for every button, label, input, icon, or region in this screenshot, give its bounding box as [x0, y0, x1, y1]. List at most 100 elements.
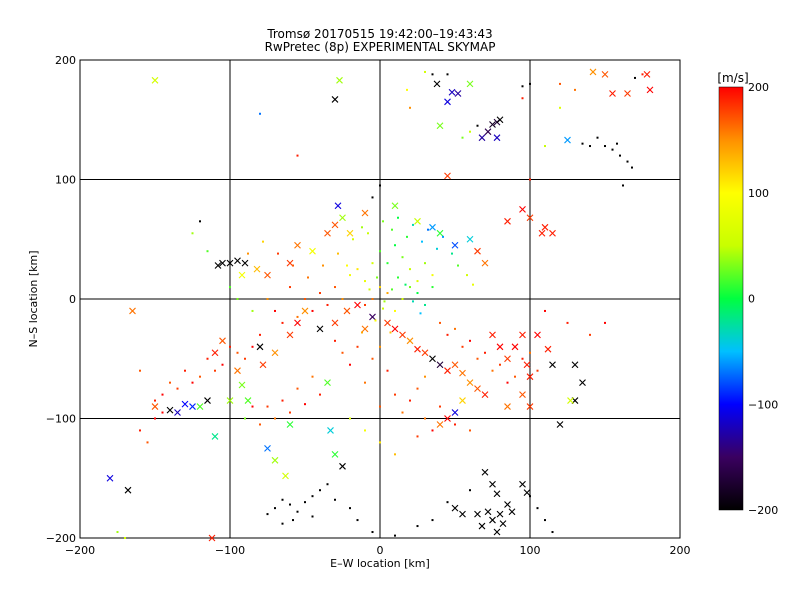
point-dot — [371, 357, 374, 360]
point-dot — [361, 331, 363, 334]
point-dot — [476, 124, 479, 127]
point-cross — [436, 361, 444, 369]
point-dot — [311, 515, 314, 518]
point-dot — [466, 274, 468, 277]
point-dot — [409, 399, 411, 402]
point-dot — [341, 298, 344, 300]
point-cross — [444, 415, 451, 422]
point-dot — [244, 417, 246, 420]
point-dot — [311, 495, 314, 498]
point-cross — [478, 522, 486, 530]
point-dot — [401, 298, 404, 300]
point-dot — [424, 262, 426, 265]
point-dot — [334, 498, 336, 501]
point-dot — [259, 333, 261, 336]
point-cross — [238, 381, 246, 389]
point-cross — [466, 235, 474, 243]
point-dot — [529, 351, 531, 354]
point-cross — [496, 116, 504, 124]
point-cross — [331, 221, 339, 229]
plot-area — [79, 59, 681, 542]
colorbar-gradient — [718, 86, 744, 511]
point-dot — [397, 216, 399, 219]
point-cross — [496, 510, 504, 518]
point-dot — [457, 264, 459, 267]
point-dot — [289, 286, 291, 289]
point-dot — [307, 276, 309, 279]
point-dot — [634, 76, 636, 79]
point-cross — [204, 397, 211, 404]
point-cross — [406, 337, 414, 345]
point-dot — [262, 240, 264, 243]
point-dot — [334, 339, 336, 342]
point-cross — [181, 400, 189, 408]
point-dot — [559, 106, 561, 109]
point-dot — [544, 145, 546, 148]
point-dot — [334, 286, 336, 289]
point-dot — [631, 166, 633, 169]
point-dot — [292, 264, 294, 267]
point-cross — [444, 172, 451, 180]
point-dot — [641, 73, 644, 76]
point-dot — [391, 288, 393, 291]
point-dot — [401, 411, 404, 414]
point-dot — [281, 498, 284, 501]
point-dot — [199, 375, 201, 378]
point-cross — [436, 421, 444, 428]
point-dot — [311, 375, 314, 378]
colorbar-tick-label: 100 — [748, 187, 769, 200]
point-cross — [219, 337, 226, 345]
point-cross — [526, 214, 534, 222]
point-dot — [356, 519, 359, 522]
point-dot — [604, 321, 606, 324]
point-cross — [538, 229, 546, 237]
point-dot — [379, 345, 381, 348]
point-cross — [523, 489, 531, 496]
x-axis: −200 −100 0 100 200 — [65, 544, 691, 557]
point-cross — [253, 265, 261, 273]
point-dot — [214, 369, 216, 372]
point-dot — [472, 283, 474, 286]
point-dot — [521, 357, 524, 360]
point-dot — [383, 300, 386, 303]
point-dot — [116, 531, 119, 534]
point-cross — [369, 313, 376, 321]
point-cross — [601, 70, 609, 78]
point-cross — [579, 379, 586, 387]
x-tick-label: −100 — [215, 544, 245, 557]
point-cross — [384, 319, 391, 327]
point-dot — [491, 369, 494, 372]
point-cross — [343, 307, 351, 315]
point-dot — [427, 228, 429, 231]
y-tick-label: 0 — [69, 293, 76, 306]
point-dot — [289, 503, 291, 506]
point-dot — [409, 286, 411, 289]
point-dot — [311, 309, 314, 312]
point-cross — [481, 468, 489, 476]
point-dot — [439, 405, 441, 408]
chart-title: Tromsø 20170515 19:42:00–19:43:43 — [266, 27, 492, 41]
point-dot — [337, 252, 339, 255]
point-dot — [421, 240, 423, 243]
point-cross — [493, 528, 501, 536]
point-cross — [454, 90, 462, 97]
point-cross — [484, 508, 492, 516]
point-dot — [622, 184, 624, 187]
point-cross — [436, 122, 444, 130]
point-dot — [424, 417, 426, 420]
point-dot — [379, 286, 381, 289]
point-dot — [394, 453, 396, 456]
point-dot — [424, 375, 426, 378]
point-cross — [526, 403, 534, 410]
point-dot — [521, 97, 524, 100]
point-dot — [379, 184, 381, 187]
point-cross — [226, 259, 234, 267]
point-cross — [519, 480, 526, 488]
point-cross — [208, 534, 216, 542]
point-cross — [324, 229, 331, 237]
point-cross — [474, 385, 481, 393]
point-dot — [406, 88, 408, 91]
point-cross — [523, 361, 531, 369]
colorbar-tick-label: 200 — [748, 81, 769, 94]
